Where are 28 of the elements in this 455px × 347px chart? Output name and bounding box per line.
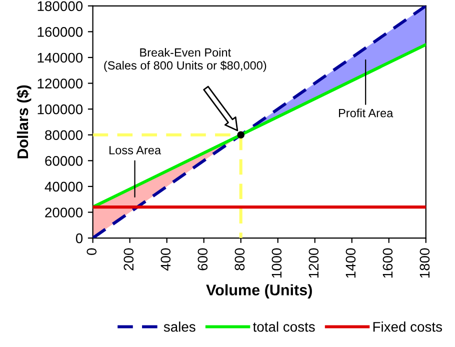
y-tick-label: 120000 — [38, 78, 83, 88]
y-tick-label: 180000 — [38, 1, 83, 12]
legend-label: Fixed costs — [373, 322, 442, 332]
x-tick-label: 1000 — [272, 248, 282, 278]
x-axis-title: Volume (Units) — [206, 284, 312, 298]
annotation: Profit Area — [339, 108, 394, 118]
legend-label: sales — [164, 322, 196, 332]
y-tick-label: 80000 — [45, 130, 83, 140]
y-tick-label: 160000 — [38, 27, 83, 37]
x-tick-label: 200 — [124, 248, 134, 270]
y-tick-label: 60000 — [45, 156, 83, 166]
x-tick-label: 800 — [234, 248, 245, 270]
annotation: Loss Area — [110, 146, 162, 154]
x-tick-label: 1600 — [382, 248, 393, 278]
x-tick-label: 1800 — [420, 248, 430, 278]
y-tick-label: 20000 — [45, 208, 83, 218]
x-tick-label: 400 — [160, 248, 171, 271]
x-tick-label: 0 — [86, 248, 97, 255]
legend-label: total costs — [253, 322, 315, 332]
y-tick-label: 100000 — [38, 104, 83, 114]
y-tick-label: 140000 — [38, 52, 83, 63]
y-axis-title: Dollars ($) — [16, 85, 32, 158]
y-tick-label: 40000 — [44, 182, 83, 192]
x-tick-label: 600 — [198, 248, 208, 270]
y-tick-label: 0 — [76, 233, 83, 244]
annotation: Break-Even Point (Sales of 800 Units or $80,000) — [104, 48, 266, 72]
x-tick-label: 1200 — [308, 248, 319, 278]
x-tick-label: 1400 — [346, 248, 356, 278]
